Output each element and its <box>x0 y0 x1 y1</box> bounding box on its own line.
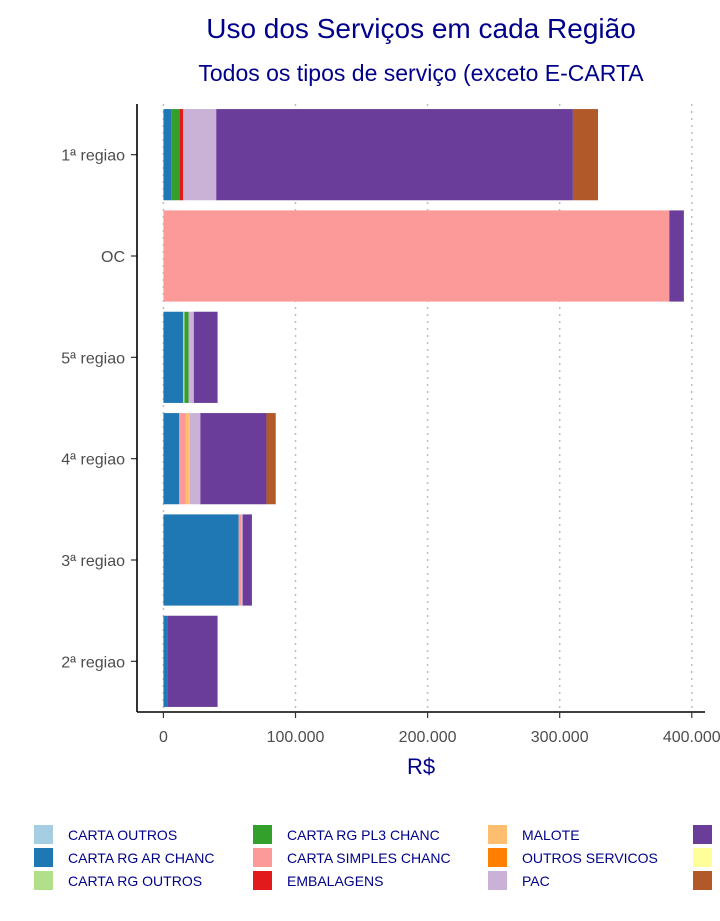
legend-label-5: EMBALAGENS <box>287 873 383 889</box>
legend-swatch-0 <box>34 825 53 844</box>
legend-item-0: CARTA OUTROS <box>34 825 177 844</box>
bar-oc-series-9 <box>669 210 684 302</box>
x-tick-label-0: 0 <box>159 729 168 746</box>
bar-3-regiao-series-1 <box>163 514 239 606</box>
legend-label-8: PAC <box>522 873 550 889</box>
axes: 1ª regiao OC 5ª regiao 4ª regiao 3ª regiao 2ª… <box>61 104 720 746</box>
bar-4-regiao-series-9 <box>200 413 267 505</box>
bar-3-regiao-series-4 <box>238 514 242 606</box>
y-tick-label-4-regiao: 4ª regiao <box>61 452 125 469</box>
bar-oc-series-4 <box>163 210 670 302</box>
legend-swatch-2 <box>34 871 53 890</box>
y-tick-label-2-regiao: 2ª regiao <box>61 654 125 671</box>
legend-swatch-3 <box>253 825 272 844</box>
legend-item-3: CARTA RG PL3 CHANC <box>253 825 440 844</box>
legend-item-6: MALOTE <box>488 825 580 844</box>
bar-4-regiao-series-6 <box>185 413 190 505</box>
x-axis-title: R$ <box>407 754 435 779</box>
bar-3-regiao-series-9 <box>242 514 252 606</box>
legend-item-11 <box>693 871 712 890</box>
legend-item-4: CARTA SIMPLES CHANC <box>253 848 451 867</box>
bar-5-regiao-series-8 <box>188 311 194 403</box>
legend-label-1: CARTA RG AR CHANC <box>68 850 215 866</box>
y-tick-label-3-regiao: 3ª regiao <box>61 553 125 570</box>
x-tick-label-3: 300.000 <box>531 729 589 746</box>
legend-label-3: CARTA RG PL3 CHANC <box>287 827 440 843</box>
chart-title: Uso dos Serviços em cada Região <box>206 13 636 44</box>
bar-4-regiao-series-1 <box>163 413 180 505</box>
legend-swatch-10 <box>693 848 712 867</box>
legend-item-5: EMBALAGENS <box>253 871 383 890</box>
legend-swatch-1 <box>34 848 53 867</box>
bar-2-regiao-series-1 <box>163 615 168 707</box>
bar-4-regiao-series-8 <box>189 413 201 505</box>
legend-label-2: CARTA RG OUTROS <box>68 873 202 889</box>
legend-swatch-5 <box>253 871 272 890</box>
x-tick-label-1: 100.000 <box>267 729 325 746</box>
bar-2-regiao-series-9 <box>167 615 218 707</box>
bar-5-regiao-series-3 <box>184 311 189 403</box>
bar-1-regiao-series-8 <box>183 109 217 201</box>
legend-label-0: CARTA OUTROS <box>68 827 177 843</box>
bar-1-regiao-series-3 <box>171 109 180 201</box>
bar-4-regiao-series-11 <box>266 413 276 505</box>
legend-swatch-11 <box>693 871 712 890</box>
legend-swatch-4 <box>253 848 272 867</box>
bar-1-regiao-series-11 <box>572 109 599 201</box>
bar-4-regiao-series-4 <box>179 413 186 505</box>
legend-item-8: PAC <box>488 871 550 890</box>
y-tick-label-5-regiao: 5ª regiao <box>61 350 125 367</box>
x-tick-label-2: 200.000 <box>399 729 457 746</box>
legend-swatch-8 <box>488 871 507 890</box>
bar-1-regiao-series-9 <box>216 109 573 201</box>
x-tick-label-4: 400.000 <box>663 729 720 746</box>
legend-label-4: CARTA SIMPLES CHANC <box>287 850 451 866</box>
legend-label-7: OUTROS SERVICOS <box>522 850 658 866</box>
y-tick-label-oc: OC <box>101 249 125 266</box>
y-tick-label-1-regiao: 1ª regiao <box>61 148 125 165</box>
bar-5-regiao-series-9 <box>193 311 218 403</box>
legend: CARTA OUTROS CARTA RG AR CHANC CARTA RG OU… <box>34 825 712 890</box>
legend-swatch-9 <box>693 825 712 844</box>
bar-3-regiao-series-8 <box>241 514 243 606</box>
bar-1-regiao-series-1 <box>163 109 172 201</box>
bar-1-regiao-series-5 <box>179 109 184 201</box>
legend-swatch-7 <box>488 848 507 867</box>
legend-item-1: CARTA RG AR CHANC <box>34 848 215 867</box>
chart-subtitle: Todos os tipos de serviço (exceto E-CART… <box>198 60 644 86</box>
legend-label-6: MALOTE <box>522 827 580 843</box>
legend-item-10 <box>693 848 712 867</box>
bar-5-regiao-series-1 <box>163 311 184 403</box>
legend-swatch-6 <box>488 825 507 844</box>
legend-item-9 <box>693 825 712 844</box>
legend-item-2: CARTA RG OUTROS <box>34 871 202 890</box>
bars <box>163 109 684 707</box>
legend-item-7: OUTROS SERVICOS <box>488 848 658 867</box>
bar-5-regiao-series-2 <box>183 311 185 403</box>
